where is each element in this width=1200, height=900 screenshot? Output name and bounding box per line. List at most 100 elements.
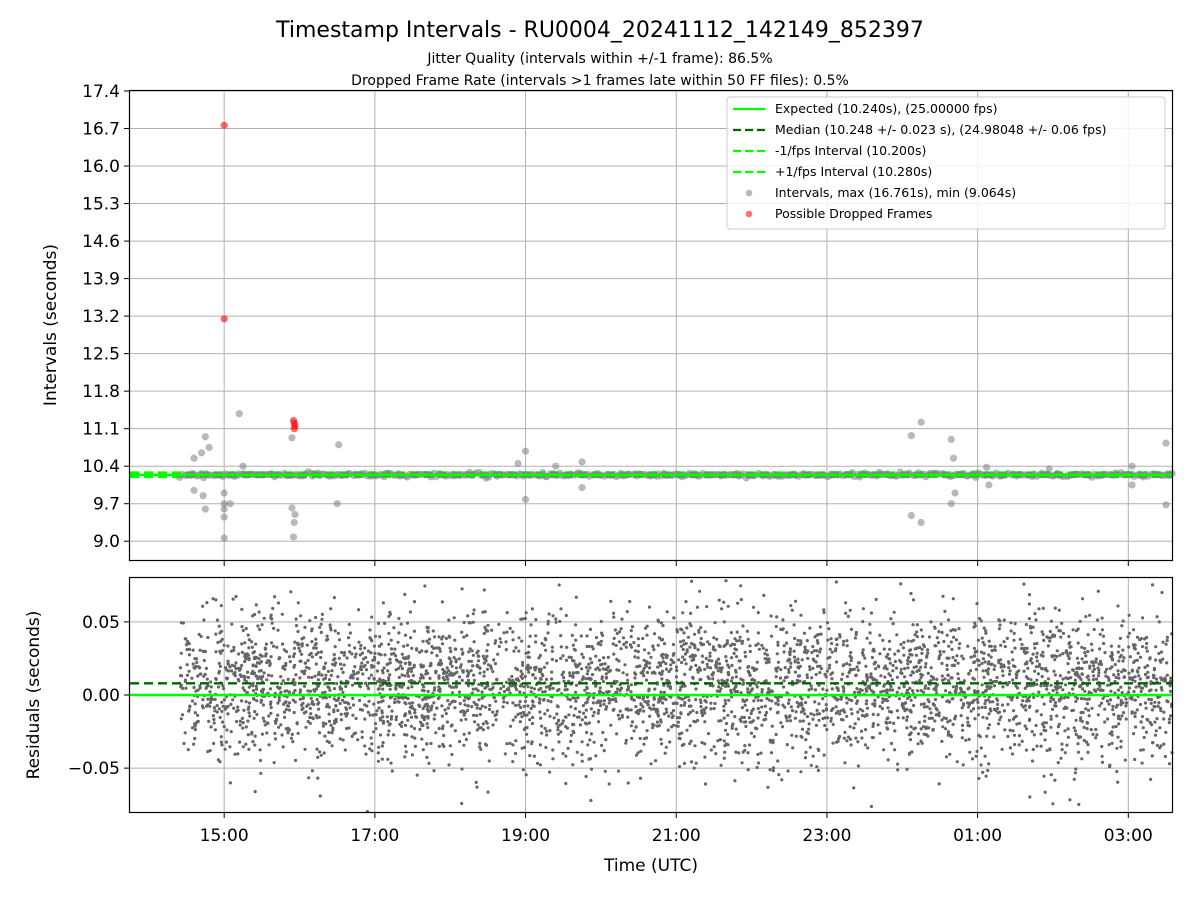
residual-point xyxy=(1094,660,1098,664)
residual-point xyxy=(956,661,960,665)
residual-point xyxy=(185,663,189,667)
interval-point xyxy=(288,504,296,512)
residual-point xyxy=(749,711,753,716)
residual-point xyxy=(849,656,854,660)
residual-point xyxy=(921,643,926,647)
residual-point xyxy=(1116,604,1120,608)
residual-point xyxy=(206,635,210,640)
residual-point xyxy=(604,707,608,711)
residual-point xyxy=(579,634,583,638)
residual-point xyxy=(582,711,586,715)
residual-point xyxy=(1119,653,1123,658)
residual-point xyxy=(269,655,273,659)
residual-point xyxy=(976,713,981,717)
residual-point xyxy=(1006,734,1010,739)
residual-point xyxy=(1035,682,1039,687)
residual-point xyxy=(996,711,1000,715)
residual-point xyxy=(574,623,578,627)
residual-point xyxy=(883,675,887,679)
interval-point xyxy=(907,511,915,520)
residual-point xyxy=(586,697,590,701)
residual-point xyxy=(734,750,738,754)
residual-point xyxy=(656,709,660,714)
residual-point xyxy=(742,681,746,686)
residual-point xyxy=(542,643,546,647)
residual-point xyxy=(534,618,538,622)
residual-point xyxy=(308,706,312,711)
residual-point xyxy=(999,643,1003,648)
residual-point xyxy=(817,702,821,706)
residual-point xyxy=(310,655,314,659)
residual-point xyxy=(695,668,700,672)
residual-point xyxy=(315,747,319,751)
residual-point xyxy=(588,677,592,681)
residual-point xyxy=(996,702,1000,707)
residual-point xyxy=(466,673,470,677)
residual-point xyxy=(403,701,407,705)
residual-point xyxy=(977,659,981,663)
residual-point xyxy=(252,696,256,701)
residual-point xyxy=(1039,744,1043,748)
residual-point xyxy=(884,720,888,724)
residual-point xyxy=(1043,738,1047,742)
residual-point xyxy=(354,716,358,721)
intervals-y-tick-label: 11.8 xyxy=(82,382,120,402)
residual-point xyxy=(600,631,604,635)
residual-point xyxy=(1059,635,1063,639)
residual-point xyxy=(298,676,302,680)
residual-point xyxy=(526,663,530,667)
residual-point xyxy=(993,645,997,649)
legend-label-dropped: Possible Dropped Frames xyxy=(775,206,932,221)
residual-point xyxy=(844,601,848,605)
residual-point xyxy=(781,703,785,707)
residual-point xyxy=(983,702,987,706)
residual-point xyxy=(866,746,870,750)
residual-point xyxy=(1156,704,1160,708)
residual-point xyxy=(684,600,688,604)
residual-point xyxy=(679,627,683,631)
residual-point xyxy=(1110,741,1114,746)
residual-point xyxy=(637,644,641,648)
residual-point xyxy=(1075,666,1079,671)
residual-point xyxy=(739,598,743,602)
residual-point xyxy=(1085,702,1089,706)
residual-point xyxy=(1094,727,1098,732)
residual-point xyxy=(412,629,417,633)
residual-point xyxy=(733,637,737,641)
residual-point xyxy=(587,662,591,666)
residual-point xyxy=(1037,690,1041,694)
residual-point xyxy=(1011,658,1015,662)
residual-point xyxy=(571,671,576,675)
residual-point xyxy=(239,674,243,679)
residual-point xyxy=(1085,720,1089,725)
residual-point xyxy=(315,697,319,702)
residual-point xyxy=(1053,673,1057,677)
residual-point xyxy=(253,734,257,738)
residual-point xyxy=(795,642,799,647)
residual-point xyxy=(880,700,885,704)
residual-point xyxy=(261,674,265,679)
residual-point xyxy=(220,649,224,653)
residual-point xyxy=(740,706,745,710)
residual-point xyxy=(944,716,948,721)
residual-point xyxy=(608,668,613,673)
residual-point xyxy=(661,624,665,628)
residual-point xyxy=(913,726,917,730)
residual-point xyxy=(708,642,712,646)
residual-point xyxy=(1044,729,1048,733)
residual-point xyxy=(786,769,790,773)
residual-point xyxy=(294,758,298,763)
residual-point xyxy=(789,665,793,669)
residual-point xyxy=(1045,748,1049,753)
residual-point xyxy=(238,723,242,727)
residual-point xyxy=(599,690,603,694)
residual-point xyxy=(726,732,730,737)
residual-point xyxy=(864,728,868,732)
residual-point xyxy=(871,724,875,729)
residual-point xyxy=(471,713,476,717)
residual-point xyxy=(1063,751,1067,755)
residual-point xyxy=(293,681,297,685)
residual-point xyxy=(977,706,981,710)
residual-point xyxy=(719,670,723,674)
residual-point xyxy=(1066,653,1070,658)
